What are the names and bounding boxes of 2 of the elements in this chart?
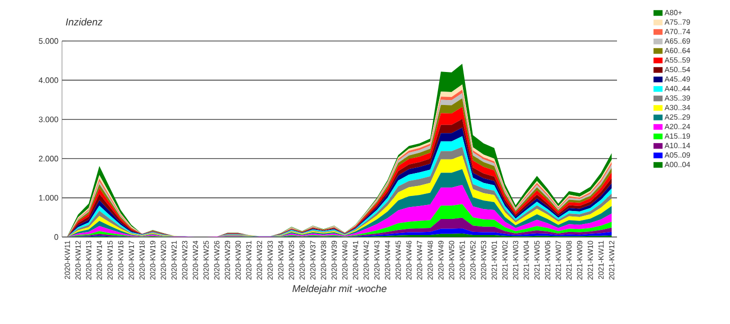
x-axis-title: Meldejahr mit -woche bbox=[292, 284, 386, 294]
chart-title: Inzidenz bbox=[66, 18, 102, 26]
